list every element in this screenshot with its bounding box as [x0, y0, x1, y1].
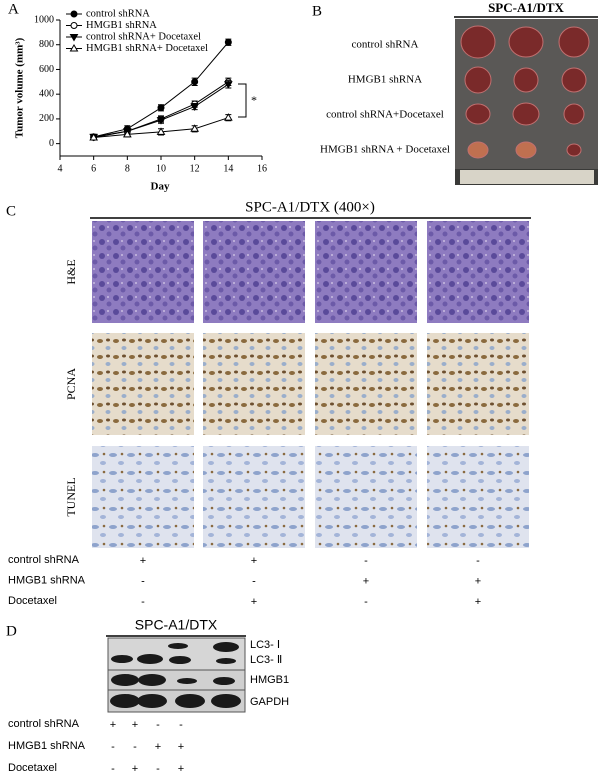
y-tick-label: 200: [39, 113, 54, 124]
panel-label: B: [312, 3, 322, 19]
condition-label: control shRNA: [8, 718, 80, 730]
condition-sign: -: [364, 596, 368, 608]
band-label: GAPDH: [250, 696, 289, 708]
panel-label: A: [8, 1, 19, 17]
micrograph: [203, 333, 305, 435]
marker: [190, 124, 200, 132]
condition-label: HMGB1 shRNA: [8, 574, 86, 586]
panel-title: SPC-A1/DTX (400×): [245, 199, 375, 215]
marker: [223, 81, 233, 89]
row-label: control shRNA+Docetaxel: [326, 109, 444, 121]
band-label: LC3- Ⅰ: [250, 639, 280, 651]
condition-sign: +: [178, 763, 184, 774]
band-label: HMGB1: [250, 674, 289, 686]
panel-label: C: [6, 203, 16, 219]
condition-sign: +: [251, 596, 257, 608]
condition-sign: +: [132, 719, 138, 731]
micrograph: [92, 333, 194, 435]
x-tick-label: 8: [125, 163, 130, 174]
marker: [69, 44, 79, 52]
micrograph: [427, 333, 529, 435]
micrograph: [92, 446, 194, 548]
condition-sign: +: [140, 555, 146, 567]
condition-label: control shRNA: [8, 554, 80, 566]
condition-sign: +: [475, 575, 481, 587]
micrograph: [315, 221, 417, 323]
y-tick-label: 1000: [34, 14, 54, 25]
condition-sign: +: [155, 741, 161, 753]
micrograph: [315, 333, 417, 435]
row-label: PCNA: [64, 368, 78, 400]
marker: [157, 104, 165, 112]
marker: [70, 10, 78, 18]
marker: [70, 22, 78, 29]
x-axis-label: Day: [151, 181, 170, 193]
x-tick-label: 6: [91, 163, 96, 174]
condition-sign: -: [133, 741, 137, 753]
marker: [122, 129, 132, 138]
y-tick-label: 800: [39, 39, 54, 50]
micrograph: [203, 221, 305, 323]
row-label: H&E: [64, 259, 78, 284]
panel-title: SPC-A1/DTX: [488, 0, 564, 15]
micrograph: [427, 446, 529, 548]
condition-sign: -: [476, 555, 480, 567]
row-label: TUNEL: [64, 477, 78, 516]
condition-sign: -: [364, 555, 368, 567]
condition-label: HMGB1 shRNA: [8, 740, 86, 752]
row-label: HMGB1 shRNA + Docetaxel: [320, 144, 450, 156]
condition-label: Docetaxel: [8, 762, 57, 774]
condition-sign: +: [251, 555, 257, 567]
micrograph: [92, 221, 194, 323]
x-tick-label: 12: [190, 163, 200, 174]
y-axis-label: Tumor volume (mm³): [14, 37, 26, 138]
marker: [89, 132, 99, 141]
band-label: LC3- Ⅱ: [250, 654, 282, 666]
legend-label: control shRNA+ Docetaxel: [86, 31, 201, 42]
panel-label: D: [6, 623, 17, 639]
western-blot: [107, 637, 246, 713]
marker: [156, 117, 166, 125]
x-tick-label: 10: [156, 163, 166, 174]
marker: [223, 113, 233, 121]
condition-sign: -: [252, 575, 256, 587]
condition-sign: +: [110, 719, 116, 731]
x-tick-label: 4: [58, 163, 63, 174]
tumor-photo: [455, 19, 598, 185]
marker: [156, 127, 166, 135]
y-tick-label: 400: [39, 88, 54, 99]
marker: [69, 34, 79, 42]
x-tick-label: 16: [257, 163, 267, 174]
condition-sign: -: [141, 596, 145, 608]
panel-title: SPC-A1/DTX: [135, 617, 218, 633]
legend-label: control shRNA: [86, 8, 150, 19]
condition-sign: +: [475, 596, 481, 608]
y-tick-label: 600: [39, 64, 54, 75]
condition-sign: +: [132, 763, 138, 774]
condition-sign: -: [111, 741, 115, 753]
condition-sign: -: [179, 719, 183, 731]
condition-sign: -: [156, 763, 160, 774]
condition-sign: -: [141, 575, 145, 587]
legend-label: HMGB1 shRNA: [86, 20, 157, 31]
condition-sign: -: [111, 763, 115, 774]
marker: [224, 38, 232, 46]
y-tick-label: 0: [49, 138, 54, 149]
marker: [190, 103, 200, 112]
condition-sign: +: [178, 741, 184, 753]
micrograph: [203, 446, 305, 548]
annotation: *: [251, 93, 257, 107]
condition-sign: -: [156, 719, 160, 731]
condition-label: Docetaxel: [8, 595, 57, 607]
marker: [191, 78, 199, 86]
significance-bracket: [238, 83, 247, 118]
row-label: control shRNA: [352, 39, 419, 51]
row-label: HMGB1 shRNA: [348, 74, 422, 86]
micrograph: [315, 446, 417, 548]
condition-sign: +: [363, 575, 369, 587]
x-tick-label: 14: [223, 163, 233, 174]
legend-label: HMGB1 shRNA+ Docetaxel: [86, 43, 208, 54]
micrograph: [427, 221, 529, 323]
